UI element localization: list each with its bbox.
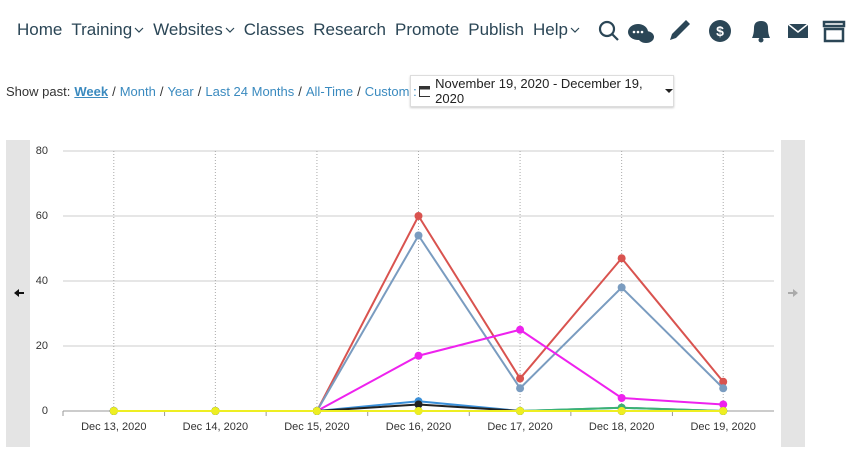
filter-label: Show past:	[6, 84, 71, 99]
data-point	[719, 377, 728, 386]
prev-arrow[interactable]	[14, 289, 24, 297]
data-point	[719, 384, 728, 393]
nav-item[interactable]: Training	[71, 20, 144, 40]
data-point	[516, 407, 525, 415]
data-point	[516, 384, 525, 393]
y-tick-label: 40	[36, 275, 48, 287]
x-tick-label: Dec 16, 2020	[386, 421, 451, 433]
nav-item[interactable]: Websites	[153, 20, 235, 40]
date-range-text: November 19, 2020 - December 19, 2020	[435, 76, 643, 106]
date-range-picker[interactable]: November 19, 2020 - December 19, 2020	[410, 75, 674, 107]
data-point	[516, 325, 525, 334]
data-point	[414, 212, 423, 220]
period-filter: Show past: Week / Month / Year / Last 24 Month…	[6, 84, 417, 99]
nav-item[interactable]: Help	[533, 20, 580, 40]
search-icon[interactable]	[598, 20, 619, 41]
period-option[interactable]: Year	[167, 84, 194, 99]
y-tick-label: 60	[36, 210, 48, 222]
nav-label: Help	[533, 20, 568, 39]
data-point	[617, 283, 626, 292]
x-tick-label: Dec 13, 2020	[81, 421, 146, 433]
period-option[interactable]: Week	[74, 84, 109, 99]
mail-icon[interactable]	[787, 23, 809, 38]
nav-item[interactable]: Publish	[468, 20, 524, 40]
separator: /	[159, 84, 164, 99]
y-tick-label: 0	[42, 405, 48, 417]
data-point	[211, 407, 220, 415]
chevron	[570, 27, 580, 33]
dropdown-chevron	[134, 27, 144, 33]
dropdown-chevron	[225, 27, 235, 33]
period-option[interactable]: Last 24 Months	[205, 84, 295, 99]
data-point	[414, 231, 423, 240]
nav-item[interactable]: Classes	[244, 20, 304, 40]
nav-item[interactable]: Promote	[395, 20, 459, 40]
chart: 0 20 40 60 80 Dec 13, 2020 Dec 14, 2020 Dec 15,…	[6, 140, 805, 447]
period-option[interactable]: Month	[119, 84, 156, 99]
nav-label: Classes	[243, 20, 305, 39]
x-tick-label: Dec 14, 2020	[183, 421, 248, 433]
data-point	[719, 400, 728, 409]
nav-item[interactable]: Home	[17, 20, 62, 40]
separator: /	[298, 84, 302, 99]
dollar-icon[interactable]: $	[709, 20, 731, 42]
svg-text:$: $	[716, 23, 724, 39]
data-point	[617, 394, 626, 402]
data-point	[109, 407, 118, 415]
period-option[interactable]: Custom :	[364, 84, 417, 99]
caret-icon	[664, 89, 673, 93]
series-line	[113, 233, 724, 412]
chevron	[225, 27, 235, 33]
data-point	[312, 407, 321, 415]
nav-label: Websites	[153, 20, 223, 39]
data-point	[617, 254, 626, 263]
nav-item[interactable]: Research	[313, 20, 386, 40]
period-option[interactable]: All-Time	[305, 84, 354, 99]
nav-label: Promote	[395, 20, 460, 39]
x-tick-label: Dec 18, 2020	[589, 421, 654, 433]
data-point	[414, 351, 423, 360]
nav-label: Publish	[468, 20, 525, 39]
chevron	[134, 27, 144, 33]
x-tick-label: Dec 15, 2020	[284, 421, 349, 433]
nav-label: Home	[17, 20, 63, 39]
y-tick-label: 20	[36, 340, 48, 352]
dropdown-chevron	[570, 27, 580, 33]
nav-label: Research	[313, 20, 386, 39]
x-tick-label: Dec 17, 2020	[487, 421, 552, 433]
y-tick-label: 80	[36, 145, 48, 157]
next-arrow[interactable]	[788, 289, 798, 297]
data-point	[414, 407, 423, 415]
data-point	[414, 400, 423, 409]
chat-icon[interactable]	[628, 24, 654, 43]
calendar-icon	[419, 86, 431, 97]
data-point	[617, 407, 626, 415]
inbox-icon[interactable]	[822, 20, 846, 43]
pencil-icon[interactable]	[670, 20, 690, 40]
nav-label: Training	[71, 20, 133, 39]
bell-icon[interactable]	[752, 21, 770, 43]
data-point	[516, 374, 525, 383]
nav-bar: Home Training Websites Classes Research Promo…	[17, 20, 580, 40]
x-tick-label: Dec 19, 2020	[690, 421, 755, 433]
data-point	[719, 407, 728, 415]
toolbar-icons: $	[598, 20, 846, 43]
separator: /	[197, 84, 202, 99]
separator: /	[357, 84, 361, 99]
separator: /	[112, 84, 116, 99]
